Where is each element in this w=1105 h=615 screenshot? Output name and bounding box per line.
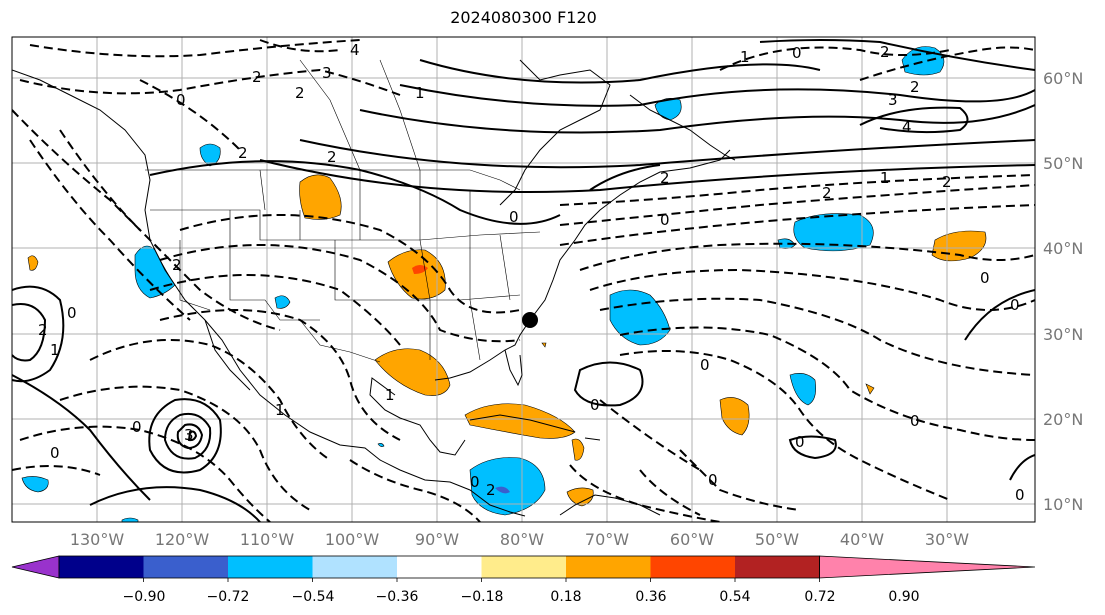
contour-label: 3: [322, 64, 332, 82]
contour-label: 2: [880, 43, 890, 61]
contour-label: 1: [415, 84, 425, 102]
colorbar-label: 0.18: [550, 589, 581, 605]
colorbar-frame: [58, 555, 820, 579]
contour-label: 0: [50, 444, 60, 462]
colorbar-segment: [312, 556, 398, 578]
contour-label: 4: [350, 41, 360, 59]
contour-label: 2: [38, 321, 48, 339]
colorbar-label: −0.90: [123, 589, 166, 605]
map-frame: [11, 36, 1036, 523]
lon-label: 50°W: [755, 530, 799, 549]
colorbar-label: 0.90: [888, 589, 919, 605]
colorbar-label: −0.72: [207, 589, 250, 605]
colorbar-label: −0.36: [376, 589, 419, 605]
strong-negative-area: [495, 486, 510, 494]
contour-label: 0: [132, 418, 142, 436]
lon-label: 130°W: [70, 530, 125, 549]
contour-label: 2: [252, 68, 262, 86]
contour-label: 2: [660, 169, 670, 187]
lat-label: 50°N: [1043, 154, 1083, 173]
colorbar-segment: [650, 556, 736, 578]
colorbar: [11, 555, 1036, 582]
colorbar-label: −0.54: [292, 589, 335, 605]
contour-label: 1: [880, 169, 890, 187]
colorbar-label: −0.18: [461, 589, 504, 605]
contour-label: 0: [1015, 486, 1025, 504]
contour-label: 0: [795, 433, 805, 451]
lat-label: 10°N: [1043, 495, 1083, 514]
lon-label: 40°W: [840, 530, 884, 549]
contour-label: 3: [184, 426, 194, 444]
contour-label: 2: [910, 78, 920, 96]
contour-label: 2: [172, 256, 182, 274]
lat-label: 60°N: [1043, 69, 1083, 88]
contour-label: 0: [700, 356, 710, 374]
lon-label: 100°W: [325, 530, 380, 549]
contour-label: 2: [238, 144, 248, 162]
lon-label: 80°W: [500, 530, 544, 549]
lon-label: 110°W: [240, 530, 295, 549]
contour-label: 0: [470, 473, 480, 491]
colorbar-min-arrow: [11, 555, 60, 579]
contour-label: 4: [902, 118, 912, 136]
contour-label: 0: [176, 91, 186, 109]
contour-label: 2: [295, 84, 305, 102]
negative-contours: [12, 39, 1035, 522]
contour-label: 0: [792, 44, 802, 62]
contour-label: 0: [590, 396, 600, 414]
contour-label: 3: [888, 91, 898, 109]
colorbar-segment: [735, 556, 820, 578]
contour-label: 1: [275, 401, 285, 419]
colorbar-max-arrow: [819, 555, 1036, 579]
colorbar-segment: [59, 556, 144, 578]
colorbar-segment: [228, 556, 313, 578]
colorbar-segment: [481, 556, 567, 578]
colorbar-label: 0.36: [635, 589, 666, 605]
colorbar-label: 0.54: [719, 589, 750, 605]
lat-label: 40°N: [1043, 239, 1083, 258]
contour-label: 2: [486, 481, 496, 499]
lon-label: 90°W: [415, 530, 459, 549]
location-marker: [522, 312, 538, 328]
map-title: 2024080300 F120: [450, 8, 597, 27]
lat-label: 20°N: [1043, 410, 1083, 429]
colorbar-segment: [143, 556, 229, 578]
contour-label: 2: [942, 173, 952, 191]
contour-label: 2: [327, 148, 337, 166]
contour-label: 1: [740, 48, 750, 66]
positive-contours: [12, 39, 1035, 522]
contour-label: 1: [385, 386, 395, 404]
contour-label: 2: [822, 184, 832, 202]
colorbar-label: 0.72: [804, 589, 835, 605]
lat-label: 30°N: [1043, 325, 1083, 344]
contour-labels: 4 3 2 2 0 1 2 2 3 4 2 2 1 0 2 0 2 1 2 2 …: [38, 41, 1025, 504]
contour-label: 0: [67, 304, 77, 322]
lon-label: 30°W: [925, 530, 969, 549]
contour-label: 0: [910, 412, 920, 430]
colorbar-segment: [397, 556, 482, 578]
contour-label: 0: [660, 211, 670, 229]
contour-label: 0: [509, 208, 519, 226]
latitude-labels: 60°N 50°N 40°N 30°N 20°N 10°N: [1043, 69, 1083, 514]
colorbar-segment: [566, 556, 651, 578]
lon-label: 120°W: [155, 530, 210, 549]
lon-label: 60°W: [670, 530, 714, 549]
colorbar-labels: −0.90 −0.72 −0.54 −0.36 −0.18 0.18 0.36 …: [123, 589, 920, 605]
contour-label: 0: [980, 269, 990, 287]
contour-label: 0: [708, 471, 718, 489]
longitude-labels: 130°W 120°W 110°W 100°W 90°W 80°W 70°W 6…: [70, 530, 969, 549]
negative-anomaly-areas: [21, 46, 945, 522]
lon-label: 70°W: [585, 530, 629, 549]
contour-label: 0: [1010, 296, 1020, 314]
strong-positive-area: [412, 265, 428, 274]
contour-label: 1: [50, 341, 60, 359]
